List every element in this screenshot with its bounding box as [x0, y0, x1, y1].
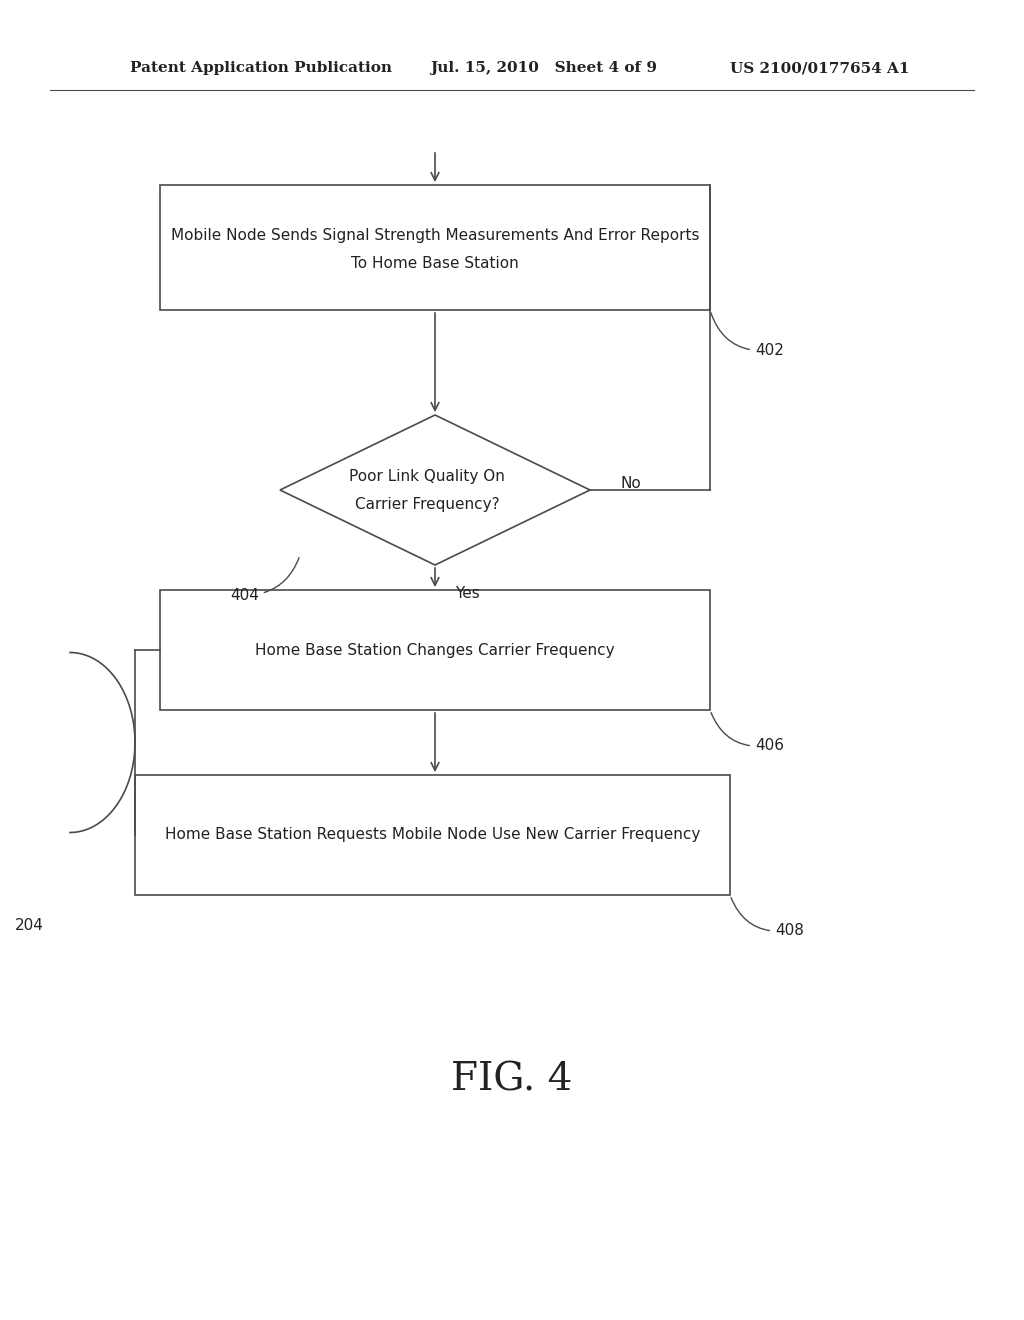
Text: Carrier Frequency?: Carrier Frequency? [354, 496, 500, 511]
Text: FIG. 4: FIG. 4 [452, 1061, 572, 1098]
Polygon shape [280, 414, 590, 565]
Text: Jul. 15, 2010   Sheet 4 of 9: Jul. 15, 2010 Sheet 4 of 9 [430, 61, 657, 75]
Bar [160, 590, 710, 710]
Text: 402: 402 [711, 313, 784, 358]
Text: Poor Link Quality On: Poor Link Quality On [349, 469, 505, 483]
Text: 404: 404 [230, 557, 299, 603]
Text: No: No [620, 477, 641, 491]
Text: US 2100/0177654 A1: US 2100/0177654 A1 [730, 61, 909, 75]
Text: 408: 408 [731, 898, 804, 939]
Text: Home Base Station Requests Mobile Node Use New Carrier Frequency: Home Base Station Requests Mobile Node U… [165, 828, 700, 842]
Text: Mobile Node Sends Signal Strength Measurements And Error Reports: Mobile Node Sends Signal Strength Measur… [171, 228, 699, 243]
Bar [160, 185, 710, 310]
Text: 204: 204 [15, 917, 44, 932]
Text: 406: 406 [711, 713, 784, 752]
Text: Yes: Yes [455, 586, 480, 601]
Text: Patent Application Publication: Patent Application Publication [130, 61, 392, 75]
Text: Home Base Station Changes Carrier Frequency: Home Base Station Changes Carrier Freque… [255, 643, 614, 657]
Bar [135, 775, 730, 895]
Text: To Home Base Station: To Home Base Station [351, 256, 519, 271]
